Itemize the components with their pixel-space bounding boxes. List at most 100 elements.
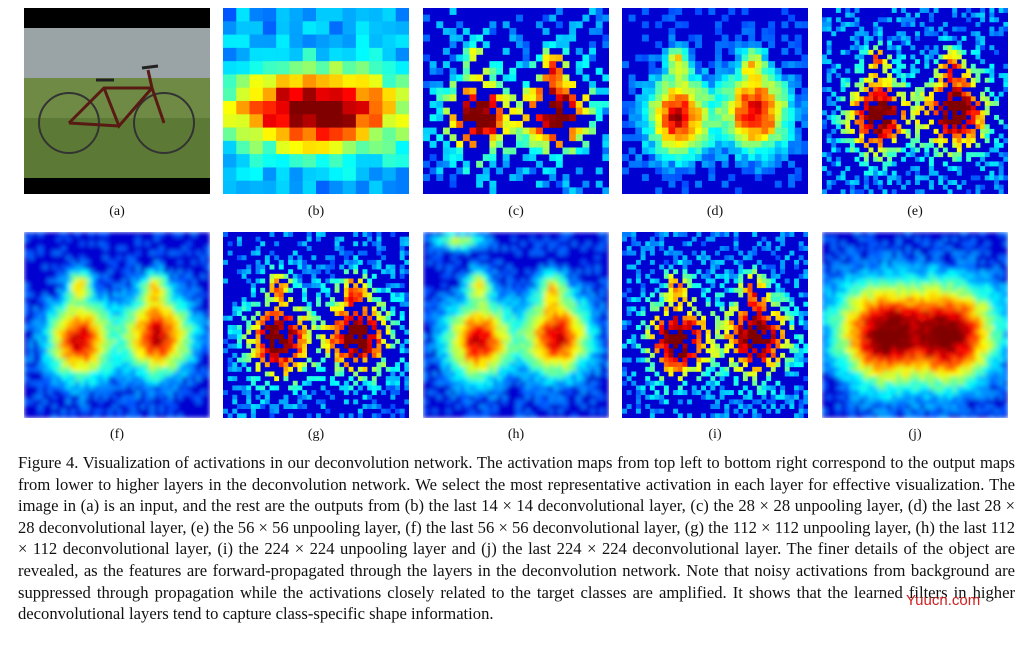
heat-cell	[669, 101, 676, 108]
heat-cell	[154, 330, 159, 335]
heat-cell	[576, 108, 583, 115]
heat-cell	[237, 413, 242, 418]
heat-cell	[836, 8, 841, 13]
heat-cell	[748, 81, 755, 88]
heat-cell	[358, 367, 363, 372]
heat-cell	[191, 330, 196, 335]
heat-cell	[539, 367, 544, 372]
heat-cell	[715, 251, 720, 256]
heat-cell	[321, 344, 326, 349]
heat-cell	[89, 358, 94, 363]
heat-cell	[187, 334, 192, 339]
heat-cell	[572, 376, 577, 381]
heat-cell	[590, 390, 595, 395]
heat-cell	[662, 174, 669, 181]
heat-cell	[386, 381, 391, 386]
heat-cell	[437, 320, 442, 325]
heat-cell	[728, 88, 735, 95]
heat-cell	[720, 232, 725, 237]
heat-cell	[873, 59, 878, 64]
heat-cell	[47, 320, 52, 325]
heat-cell	[376, 348, 381, 353]
heat-cell	[952, 36, 957, 41]
heat-cell	[896, 129, 901, 134]
heat-cell	[173, 381, 178, 386]
heat-cell	[66, 302, 71, 307]
heat-cell	[523, 81, 530, 88]
heat-cell	[103, 274, 108, 279]
heat-cell	[822, 59, 827, 64]
heat-cell	[136, 283, 141, 288]
heat-cell	[525, 334, 530, 339]
heat-cell	[503, 114, 510, 121]
caption: Figure 4. Visualization of activations i…	[18, 452, 1015, 625]
heat-cell	[289, 35, 303, 49]
heat-cell	[187, 302, 192, 307]
heat-cell	[701, 316, 706, 321]
heat-cell	[841, 82, 846, 87]
heat-cell	[381, 246, 386, 251]
heat-cell	[470, 306, 475, 311]
heat-cell	[75, 385, 80, 390]
heat-cell	[289, 154, 303, 168]
heat-cell	[343, 61, 357, 75]
heat-cell	[827, 87, 832, 92]
heat-cell	[432, 339, 437, 344]
heat-cell	[502, 348, 507, 353]
heat-cell	[150, 320, 155, 325]
heat-cell	[168, 367, 173, 372]
heat-cell	[80, 381, 85, 386]
heat-cell	[975, 161, 980, 166]
heat-cell	[896, 82, 901, 87]
heat-cell	[98, 320, 103, 325]
heat-cell	[536, 55, 543, 62]
heat-cell	[701, 288, 706, 293]
heat-cell	[293, 279, 298, 284]
heat-cell	[859, 59, 864, 64]
heat-cell	[507, 306, 512, 311]
heat-cell	[94, 334, 99, 339]
heat-cell	[768, 128, 775, 135]
heat-cell	[131, 376, 136, 381]
heat-cell	[673, 279, 678, 284]
heat-cell	[173, 362, 178, 367]
heat-cell	[702, 154, 709, 161]
heat-cell	[356, 35, 370, 49]
heat-cell	[516, 404, 521, 409]
heat-cell	[702, 74, 709, 81]
heat-cell	[502, 306, 507, 311]
heat-cell	[117, 409, 122, 414]
heat-cell	[465, 404, 470, 409]
heat-cell	[66, 344, 71, 349]
heat-cell	[460, 274, 465, 279]
heat-cell	[529, 88, 536, 95]
heat-cell	[602, 141, 609, 148]
heat-cell	[122, 311, 127, 316]
heat-cell	[446, 302, 451, 307]
heat-cell	[549, 121, 556, 128]
heat-cell	[892, 8, 897, 13]
heat-cell	[920, 124, 925, 129]
heat-cell	[339, 325, 344, 330]
heat-cell	[590, 348, 595, 353]
heat-cell	[567, 358, 572, 363]
heat-cell	[297, 330, 302, 335]
heat-cell	[962, 59, 967, 64]
heat-cell	[543, 134, 550, 141]
heat-cell	[688, 141, 695, 148]
heat-cell	[530, 353, 535, 358]
heat-cell	[496, 108, 503, 115]
heat-cell	[675, 114, 682, 121]
heat-cell	[474, 297, 479, 302]
heat-cell	[766, 316, 771, 321]
heat-cell	[470, 376, 475, 381]
heat-cell	[363, 241, 368, 246]
heat-cell	[274, 325, 279, 330]
heat-cell	[882, 134, 887, 139]
heat-cell	[938, 175, 943, 180]
heat-cell	[788, 94, 795, 101]
heat-cell	[629, 148, 636, 155]
heat-cell	[822, 166, 827, 171]
heat-cell	[873, 129, 878, 134]
heat-cell	[669, 61, 676, 68]
